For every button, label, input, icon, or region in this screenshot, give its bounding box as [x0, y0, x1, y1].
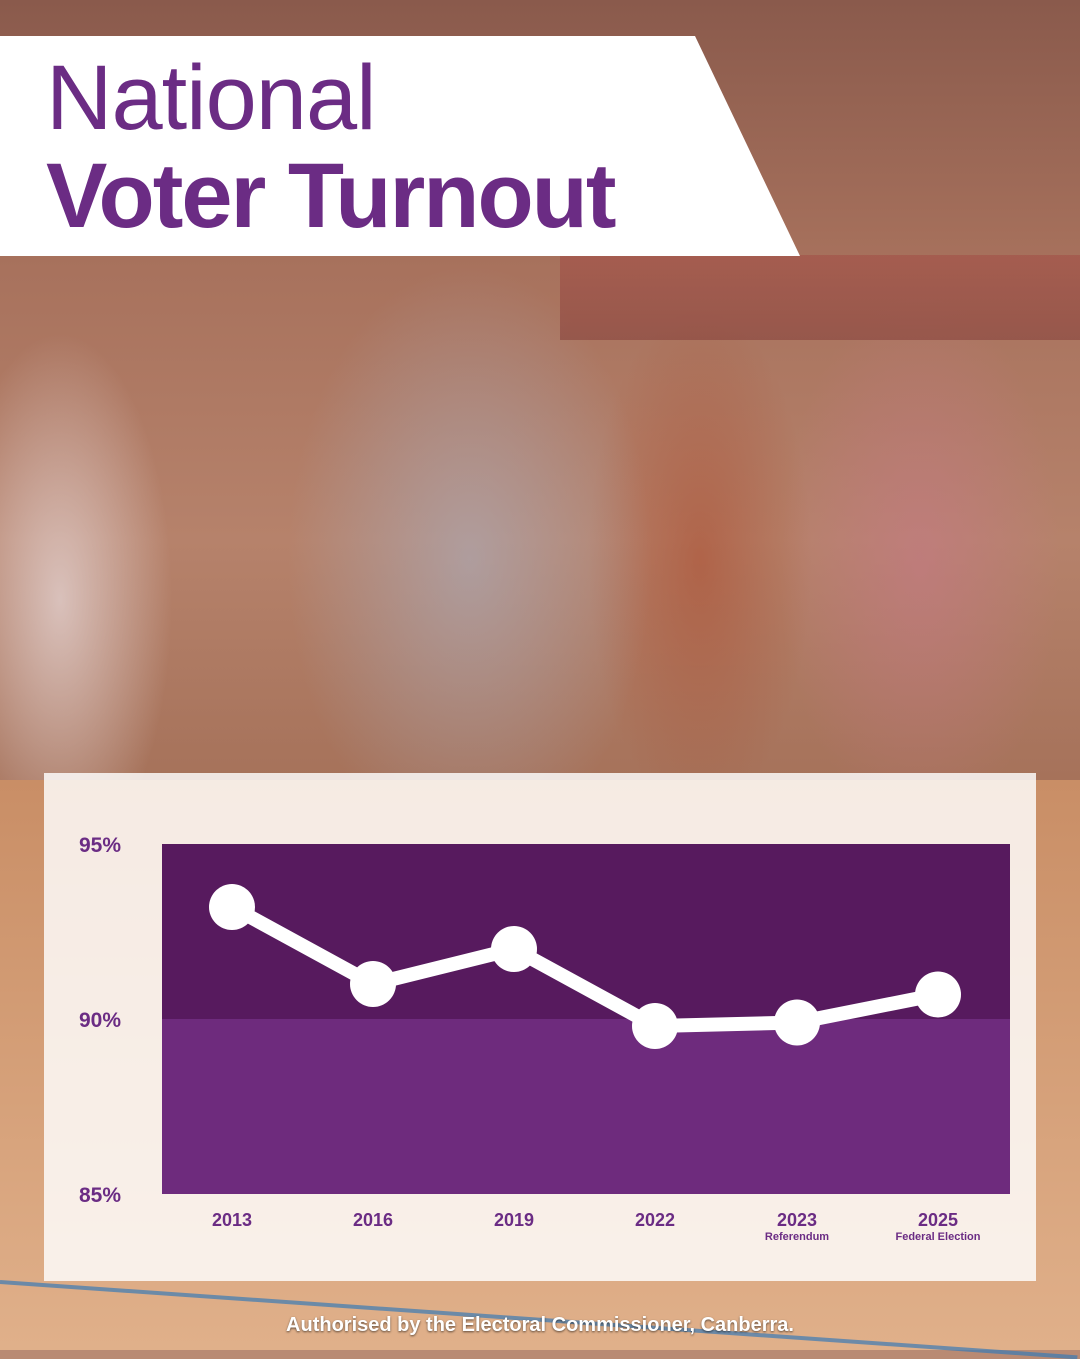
data-point [915, 971, 961, 1018]
x-tick-label: 2016 [353, 1210, 393, 1230]
x-tick-sublabel: Federal Election [896, 1231, 981, 1243]
title-line2: Voter Turnout [46, 145, 616, 247]
y-tick-label: 90% [79, 1009, 121, 1032]
chart-panel: 85% 90% 95% 2013 2016 2019 2022 2023 Referendum 2… [44, 773, 1036, 1281]
x-tick-label: 2022 [635, 1210, 675, 1230]
data-point [350, 961, 396, 1007]
data-point [491, 926, 537, 972]
authorisation-footer: Authorised by the Electoral Commissioner… [286, 1314, 794, 1336]
data-point [209, 884, 255, 930]
x-tick-label: 2023 [777, 1210, 817, 1230]
y-tick-label: 95% [79, 834, 121, 857]
wall-stripe [560, 255, 1080, 340]
x-tick-label: 2025 [918, 1210, 958, 1230]
x-tick-sublabel: Referendum [765, 1231, 829, 1243]
title-line1: National [46, 47, 377, 149]
x-tick-label: 2013 [212, 1210, 252, 1230]
lower-band [162, 1019, 1010, 1194]
x-tick-label: 2019 [494, 1210, 534, 1230]
data-point [774, 999, 820, 1046]
y-tick-label: 85% [79, 1184, 121, 1207]
turnout-line [225, 900, 945, 1033]
title-banner [0, 36, 800, 256]
data-point [632, 1003, 678, 1049]
